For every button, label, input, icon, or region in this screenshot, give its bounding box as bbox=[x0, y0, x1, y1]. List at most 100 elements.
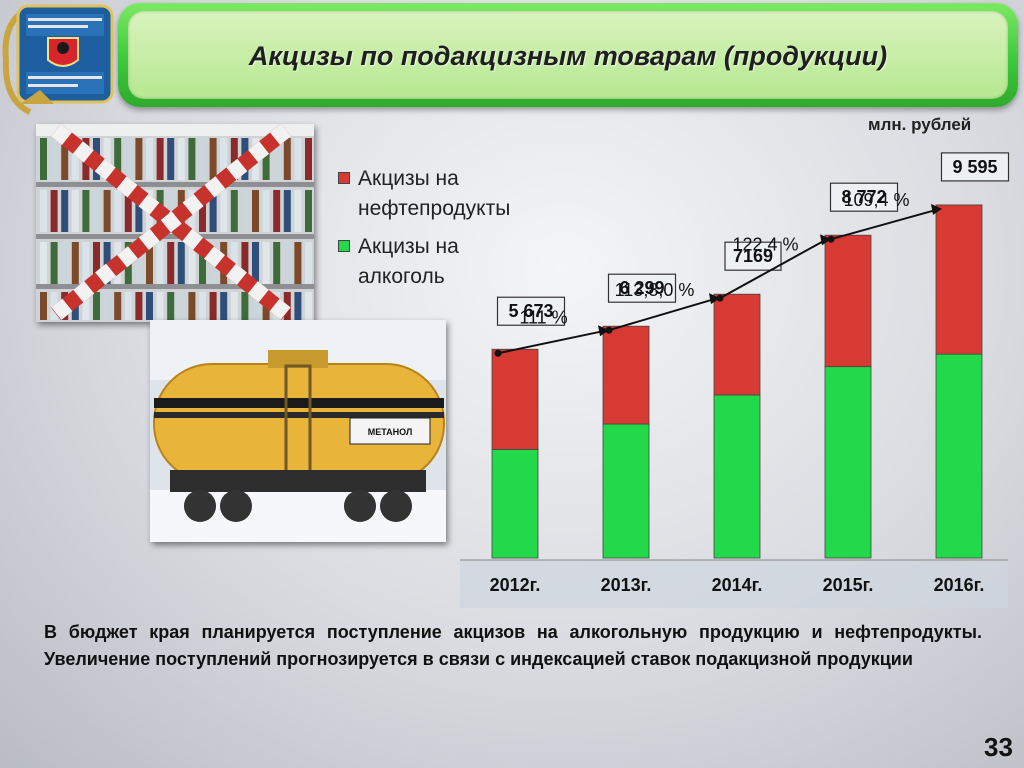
bottle-shape bbox=[135, 242, 143, 284]
bottle-shape bbox=[283, 138, 291, 180]
bottle-shape bbox=[230, 190, 238, 232]
bottle-shape bbox=[273, 138, 281, 180]
bottle-shape bbox=[252, 242, 259, 284]
bottle-shape bbox=[93, 292, 100, 320]
bottle-shape bbox=[167, 138, 175, 180]
bottle-shape bbox=[124, 190, 132, 232]
total-box-3 bbox=[829, 182, 899, 212]
bottle-shape bbox=[252, 190, 259, 232]
growth-label-1: 113,8,0 % bbox=[615, 280, 695, 300]
bottle-shape bbox=[177, 242, 185, 284]
bottle-shape bbox=[294, 138, 302, 180]
total-label-4: 9 595 bbox=[952, 157, 997, 177]
total-box-1 bbox=[607, 273, 677, 303]
tank-plate-text: МЕТАНОЛ bbox=[368, 427, 413, 437]
bottle-shape bbox=[124, 138, 132, 180]
bottle-shape bbox=[50, 190, 58, 232]
legend-item-alcohol: Акцизы на алкоголь bbox=[338, 232, 538, 292]
bottle-shape bbox=[167, 190, 175, 232]
bar-oil-4 bbox=[935, 204, 983, 355]
bottle-shape bbox=[82, 292, 90, 320]
bottle-shape bbox=[156, 242, 164, 284]
bottle-shape bbox=[103, 292, 111, 320]
growth-arrowhead-1 bbox=[709, 293, 720, 305]
bottle-shape bbox=[305, 138, 312, 180]
legend-item-oil: Акцизы на нефтепродукты bbox=[338, 164, 538, 224]
tick-label-1: 2013г. bbox=[601, 575, 652, 595]
growth-label-0: 111 % bbox=[519, 308, 567, 328]
growth-arrowhead-2 bbox=[820, 234, 831, 246]
bottle-shape bbox=[283, 190, 291, 232]
bottle-shape bbox=[135, 292, 143, 320]
growth-arrow-start-3 bbox=[827, 235, 835, 243]
growth-arrow-start-1 bbox=[605, 326, 613, 334]
total-box-0 bbox=[496, 296, 566, 326]
bottle-shape bbox=[199, 190, 206, 232]
bottle-shape bbox=[156, 292, 164, 320]
growth-arrow-start-0 bbox=[494, 349, 502, 357]
category-axis-band bbox=[460, 560, 1008, 608]
bottle-shape bbox=[167, 292, 175, 320]
ministry-emblem bbox=[0, 0, 118, 118]
title-panel: Акцизы по подакцизным товарам (продукции… bbox=[128, 11, 1008, 99]
bottle-shape bbox=[305, 190, 312, 232]
bottle-shape bbox=[199, 242, 206, 284]
bottle-shape bbox=[93, 190, 100, 232]
bar-alcohol-3 bbox=[824, 366, 872, 559]
bottle-shape bbox=[71, 138, 79, 180]
bottle-shape bbox=[209, 190, 217, 232]
bottle-shape bbox=[177, 292, 185, 320]
bottle-shape bbox=[156, 138, 164, 180]
bottle-shape bbox=[177, 138, 185, 180]
bottle-shape bbox=[209, 138, 217, 180]
bottle-shape bbox=[40, 242, 47, 284]
bottle-shape bbox=[294, 292, 302, 320]
bottle-shape bbox=[188, 242, 196, 284]
bottle-shape bbox=[61, 242, 69, 284]
bottle-shape bbox=[71, 190, 79, 232]
bar-alcohol-0 bbox=[491, 449, 539, 559]
total-label-0: 5 673 bbox=[508, 301, 553, 321]
bottle-shape bbox=[262, 190, 270, 232]
growth-arrow-0 bbox=[497, 330, 604, 355]
bottle-shape bbox=[103, 138, 111, 180]
bottle-shape bbox=[82, 190, 90, 232]
growth-arrow-2 bbox=[719, 239, 826, 300]
total-label-3: 8 772 bbox=[841, 187, 886, 207]
growth-arrow-start-2 bbox=[716, 294, 724, 302]
bottle-shape bbox=[114, 138, 122, 180]
bottle-shape bbox=[230, 138, 238, 180]
bottle-shape bbox=[135, 190, 143, 232]
bottle-shape bbox=[294, 242, 302, 284]
bottle-shape bbox=[146, 138, 153, 180]
bottle-shape bbox=[124, 292, 132, 320]
bottle-shape bbox=[93, 242, 100, 284]
total-box-4 bbox=[940, 152, 1010, 182]
bottle-shape bbox=[40, 190, 47, 232]
bottle-shape bbox=[50, 138, 58, 180]
bottle-shape bbox=[167, 242, 175, 284]
bottle-shape bbox=[103, 190, 111, 232]
tick-label-4: 2016г. bbox=[934, 575, 985, 595]
legend-label-oil: Акцизы на нефтепродукты bbox=[358, 167, 511, 220]
bottle-shape bbox=[241, 190, 249, 232]
total-label-2: 7169 bbox=[733, 246, 773, 266]
page-number: 33 bbox=[984, 732, 1013, 762]
units-label: млн. рублей bbox=[868, 115, 972, 134]
bottle-shape bbox=[230, 292, 238, 320]
alcohol-shelves-photo bbox=[36, 123, 314, 322]
total-box-2 bbox=[724, 241, 782, 271]
bottle-shape bbox=[283, 242, 291, 284]
bottle-shape bbox=[241, 292, 249, 320]
bar-oil-1 bbox=[602, 325, 650, 425]
tick-label-2: 2014г. bbox=[712, 575, 763, 595]
bar-oil-0 bbox=[491, 348, 539, 450]
bottle-shape bbox=[146, 292, 153, 320]
footer-text: В бюджет края планируется поступление ак… bbox=[44, 622, 982, 669]
bottle-shape bbox=[40, 292, 47, 320]
growth-arrow-3 bbox=[830, 208, 937, 241]
bottle-shape bbox=[82, 242, 90, 284]
bar-alcohol-2 bbox=[713, 394, 761, 559]
legend-label-alcohol: Акцизы на алкоголь bbox=[358, 235, 459, 288]
legend-swatch-oil bbox=[338, 172, 350, 184]
